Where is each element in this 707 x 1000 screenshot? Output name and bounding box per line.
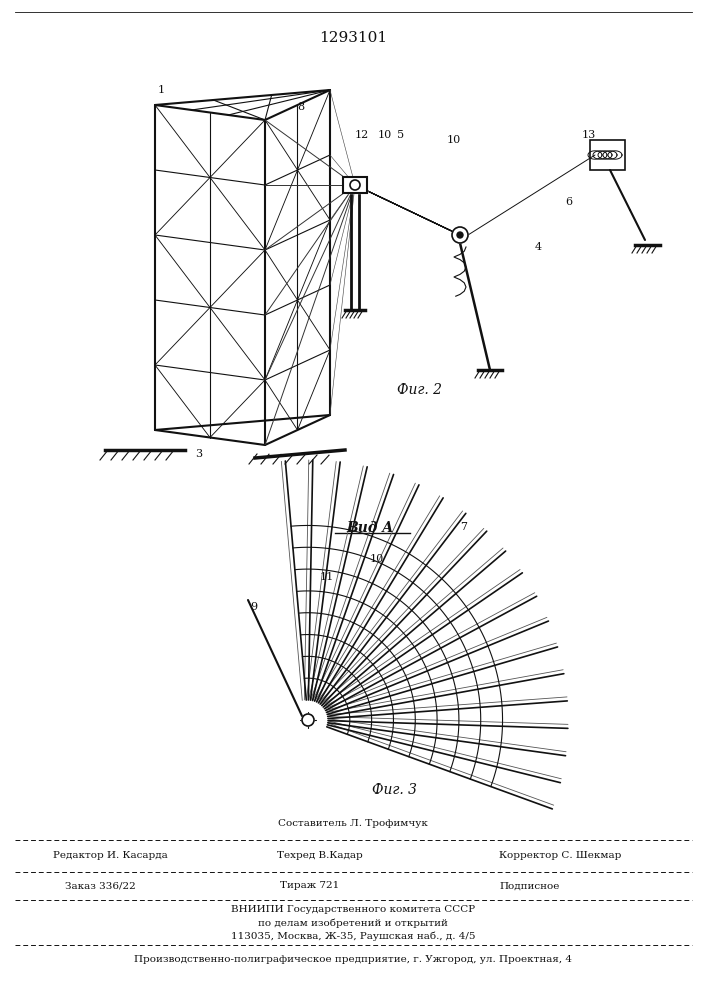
Text: Фиг. 2: Фиг. 2	[397, 383, 443, 397]
Text: 8: 8	[297, 102, 304, 112]
Text: Производственно-полиграфическое предприятие, г. Ужгород, ул. Проектная, 4: Производственно-полиграфическое предприя…	[134, 956, 572, 964]
Text: ВНИИПИ Государственного комитета СССР: ВНИИПИ Государственного комитета СССР	[231, 906, 475, 914]
Text: 10: 10	[370, 554, 384, 564]
Text: 1293101: 1293101	[319, 31, 387, 45]
Text: по делам изобретений и открытий: по делам изобретений и открытий	[258, 918, 448, 928]
Bar	[343, 177, 367, 193]
Text: 6: 6	[565, 197, 572, 207]
Text: Фиг. 3: Фиг. 3	[373, 783, 418, 797]
Circle shape	[452, 227, 468, 243]
Text: 13: 13	[582, 130, 596, 140]
Text: 10: 10	[447, 135, 461, 145]
Text: 9: 9	[250, 602, 257, 612]
Circle shape	[457, 232, 463, 238]
Circle shape	[302, 714, 314, 726]
Text: Составитель Л. Трофимчук: Составитель Л. Трофимчук	[278, 818, 428, 828]
Text: 5: 5	[397, 130, 404, 140]
Text: 1: 1	[158, 85, 165, 95]
Text: Заказ 336/22: Заказ 336/22	[64, 882, 135, 890]
Bar	[590, 140, 625, 170]
Text: 10: 10	[378, 130, 392, 140]
Text: Вид A: Вид A	[346, 521, 394, 535]
Text: Корректор С. Шекмар: Корректор С. Шекмар	[499, 850, 621, 859]
Text: Редактор И. Касарда: Редактор И. Касарда	[52, 850, 168, 859]
Text: 113035, Москва, Ж-35, Раушская наб., д. 4/5: 113035, Москва, Ж-35, Раушская наб., д. …	[230, 931, 475, 941]
Text: 4: 4	[535, 242, 542, 252]
Bar	[343, 177, 367, 193]
Text: Техред В.Кадар: Техред В.Кадар	[277, 850, 363, 859]
Text: 3: 3	[195, 449, 202, 459]
Text: 11: 11	[320, 572, 334, 582]
Text: Подписное: Подписное	[500, 882, 560, 890]
Text: Тираж 721: Тираж 721	[281, 882, 339, 890]
Text: 12: 12	[355, 130, 369, 140]
Text: 7: 7	[460, 522, 467, 532]
